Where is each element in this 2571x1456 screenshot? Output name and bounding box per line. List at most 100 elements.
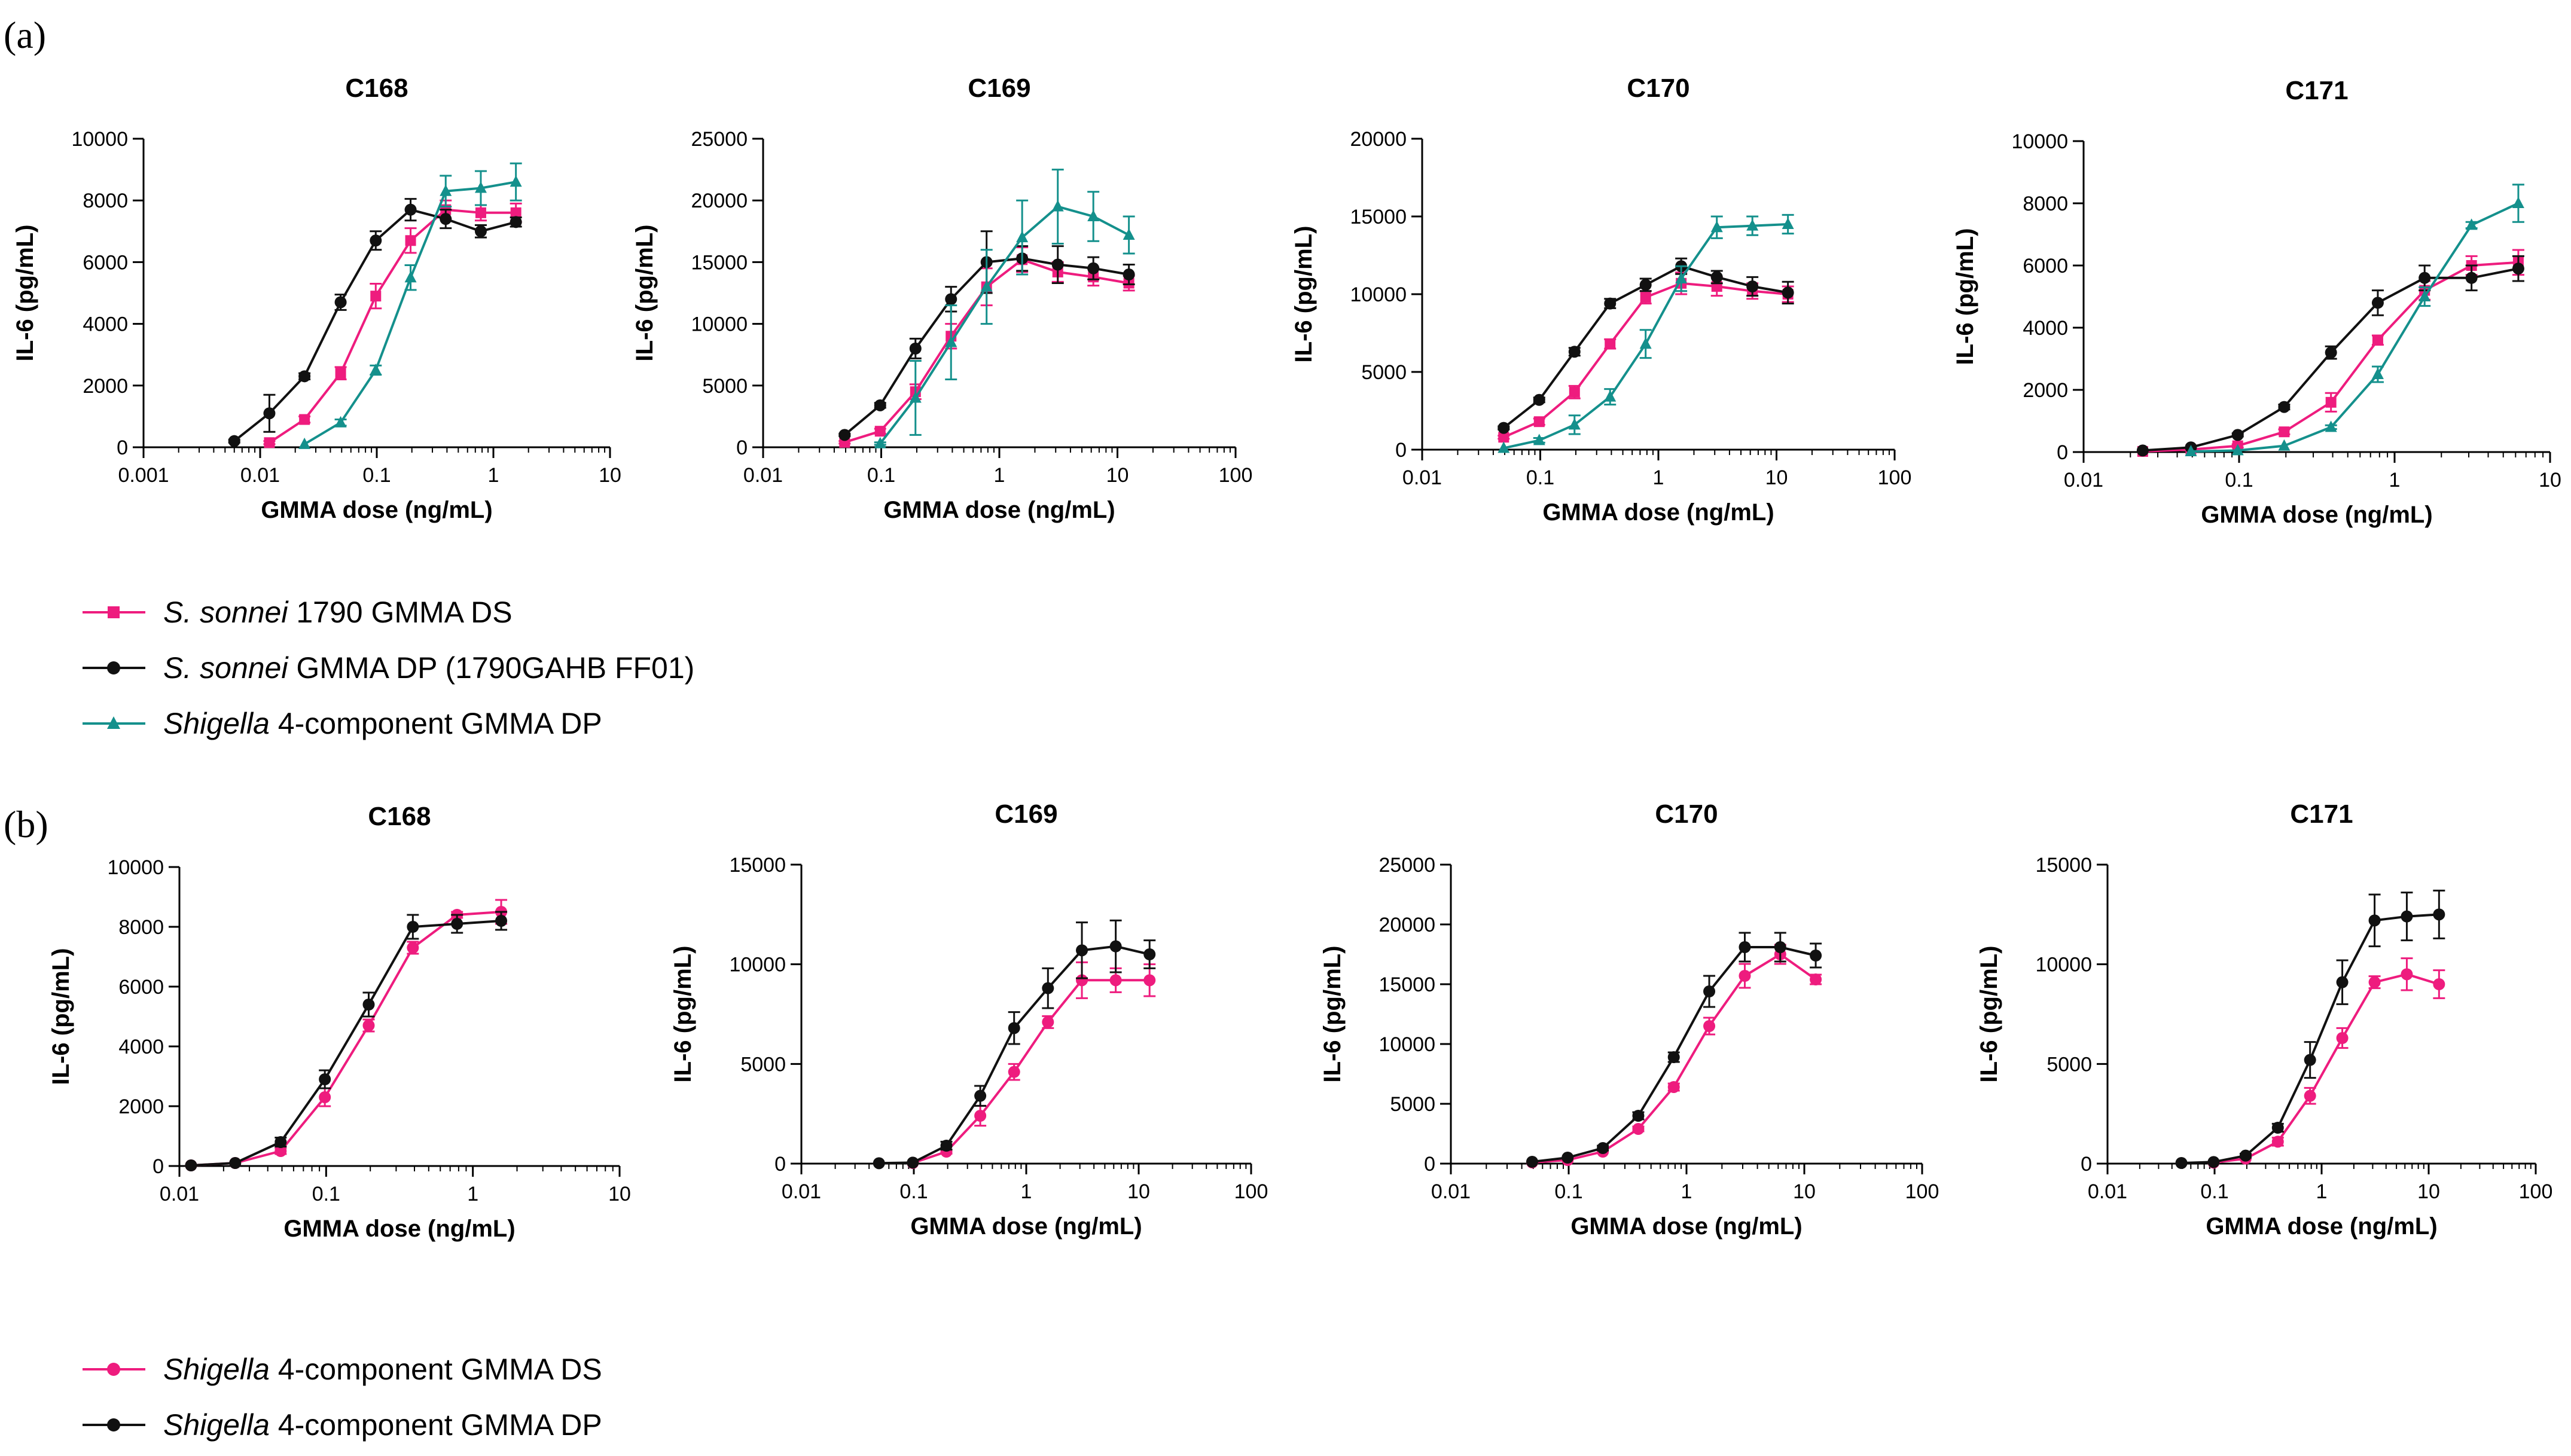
data-point-triangle [2231,444,2244,456]
data-point-triangle [874,437,886,448]
y-tick-label: 0 [774,1153,786,1176]
y-axis-label: IL-6 (pg/mL) [1952,228,1978,365]
data-point-circle [275,1136,287,1148]
y-tick-label: 15000 [1350,206,1407,228]
y-tick-label: 8000 [2023,193,2068,215]
y-axis-label: IL-6 (pg/mL) [1291,226,1317,363]
chart-b-c171: C171 0.01 0.1 1 10 100 0 5000 10000 15000 GMMA dos… [1976,799,2552,1240]
data-point-circle [474,225,487,237]
y-tick-label: 0 [2081,1153,2092,1176]
x-axis-label: GMMA dose (ng/mL) [2206,1213,2437,1240]
data-point-circle [1810,973,1822,985]
data-point-square [370,291,382,302]
data-point-circle [2304,1089,2316,1102]
data-point-triangle [1051,200,1064,212]
y-tick-label: 4000 [118,1036,164,1058]
y-tick-label: 4000 [2023,317,2068,340]
y-tick-label: 15000 [2035,854,2092,877]
x-tick-label: 10 [1765,466,1788,489]
legend-b: Shigella 4-component GMMA DS Shigella 4-c… [83,1353,602,1442]
data-point-circle [1639,279,1652,291]
data-point-triangle [945,335,957,347]
data-point-square [510,207,521,218]
data-point-circle [1008,1066,1020,1078]
data-point-circle [1782,286,1794,299]
y-tick-label: 15000 [729,854,786,877]
legend-label: S. sonnei GMMA DP (1790GAHB FF01) [163,651,694,685]
series-2 [2185,184,2524,456]
chart-a-c169: C169 0.01 0.1 1 10 100 0 5000 10000 15000 20000 250… [632,74,1252,523]
y-axis-label: IL-6 (pg/mL) [670,946,696,1083]
series-line [2191,202,2519,453]
y-axis-label: IL-6 (pg/mL) [1319,946,1346,1083]
data-point-circle [1526,1156,1538,1168]
x-tick-label: 0.01 [1431,1180,1471,1203]
data-point-circle [2175,1157,2188,1169]
data-point-circle [185,1159,197,1171]
data-point-circle [2368,914,2381,927]
y-tick-label: 10000 [107,856,164,879]
y-tick-label: 0 [1424,1153,1435,1176]
x-tick-label: 100 [1878,466,1912,489]
legend-label: Shigella 4-component GMMA DP [163,1408,602,1442]
data-point-circle [2401,968,2413,981]
data-point-circle [2271,1122,2284,1134]
data-point-triangle [1746,219,1759,231]
y-tick-label: 0 [736,437,748,459]
data-point-circle [907,1156,919,1169]
data-point-circle [1076,944,1088,957]
series-1 [873,919,1156,1170]
data-point-triangle [1568,418,1581,430]
data-point-circle [275,1145,287,1157]
data-point-square [1533,416,1545,428]
data-point-triangle [980,280,993,292]
y-tick-label: 8000 [83,190,128,212]
data-point-triangle [510,175,522,187]
data-point-circle [2231,429,2244,441]
data-point-circle [2433,978,2445,990]
x-tick-label: 10 [2417,1180,2440,1203]
y-tick-label: 0 [153,1155,164,1178]
data-point-triangle [1710,221,1723,233]
x-tick-label: 0.01 [160,1183,199,1205]
data-point-circle [1076,974,1088,987]
data-point-triangle [298,437,311,449]
x-tick-label: 10 [599,464,621,487]
data-point-square [1498,432,1509,443]
legend-item: Shigella 4-component GMMA DP [83,1408,602,1442]
data-point-square [405,235,416,246]
data-point-circle [838,429,851,441]
y-tick-label: 20000 [1378,914,1435,936]
data-point-triangle [2418,290,2431,301]
data-point-circle [2336,1032,2349,1044]
y-tick-label: 5000 [702,375,748,398]
y-tick-label: 20000 [691,190,748,212]
chart-title: C168 [345,74,408,103]
data-point-square [2279,426,2290,438]
data-point-circle [2371,297,2384,309]
data-point-circle [1533,393,1545,406]
x-tick-label: 0.1 [2200,1180,2228,1203]
y-axis-label: IL-6 (pg/mL) [48,948,74,1085]
series-line [191,911,502,1167]
data-point-circle [1703,985,1716,997]
x-tick-label: 0.01 [2064,469,2103,492]
data-point-circle [370,234,382,247]
x-tick-label: 1 [2316,1180,2328,1203]
y-tick-label: 6000 [2023,255,2068,277]
data-point-circle [1042,982,1054,994]
data-point-circle [263,407,276,420]
x-tick-label: 1 [994,464,1005,487]
series-0 [2207,957,2445,1169]
series-1 [185,911,508,1171]
x-tick-label: 0.1 [2225,469,2253,492]
series-1 [1498,257,1794,434]
series-line [879,945,1150,1165]
series-1 [2136,255,2524,457]
legend-label: Shigella 4-component GMMA DP [163,707,602,740]
data-point-circle [495,915,508,927]
y-tick-label: 6000 [83,251,128,274]
y-tick-label: 8000 [118,916,164,939]
y-tick-label: 0 [1395,439,1407,462]
